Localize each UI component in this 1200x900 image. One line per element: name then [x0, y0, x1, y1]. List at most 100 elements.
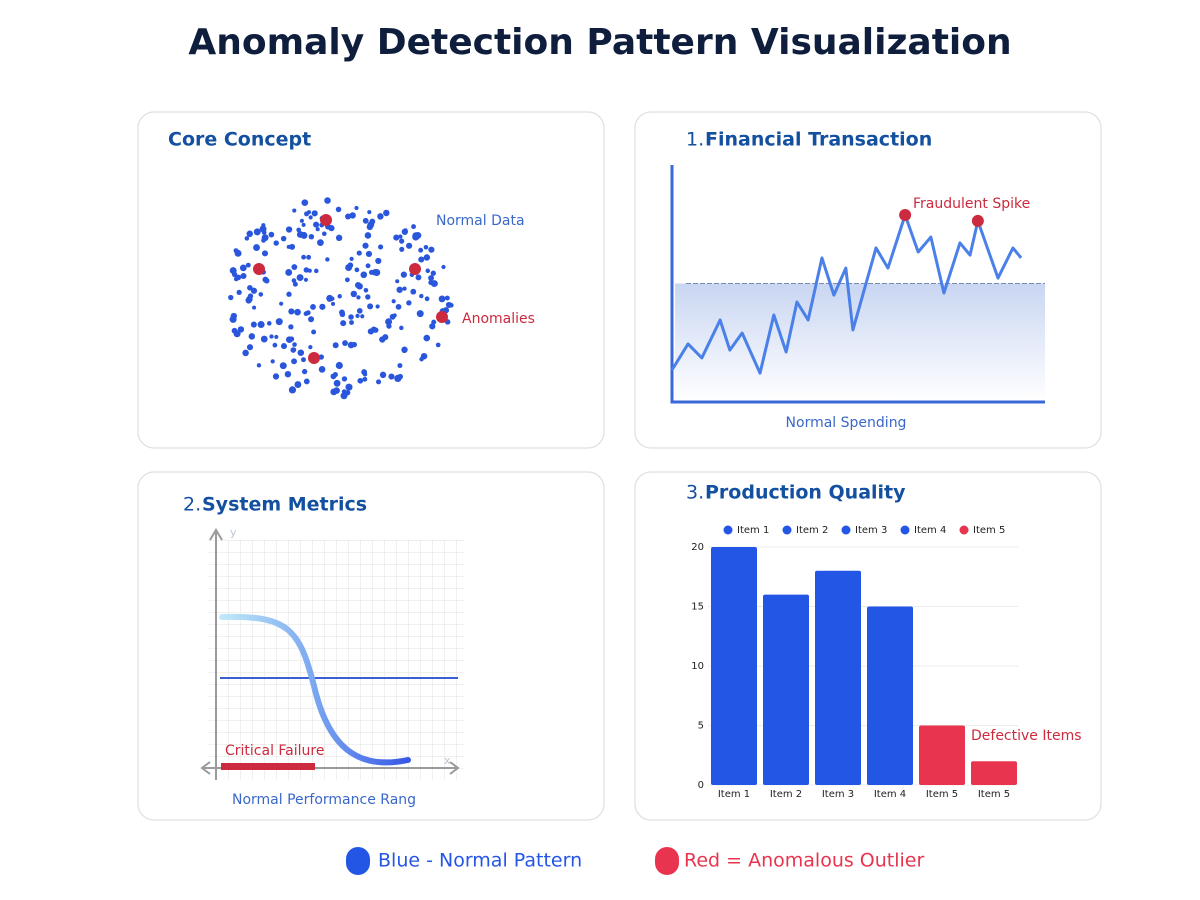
normal-dot — [393, 234, 400, 241]
normal-dot — [335, 234, 343, 242]
normal-dot — [252, 305, 257, 310]
legend-label: Item 2 — [796, 525, 828, 536]
panel-title: System Metrics — [202, 494, 367, 516]
annotation: Defective Items — [971, 728, 1082, 744]
normal-dot — [308, 233, 315, 240]
normal-dot — [318, 354, 325, 360]
y-tick-label: 10 — [691, 661, 704, 672]
spike-marker — [971, 214, 984, 227]
spike-marker — [899, 209, 912, 222]
normal-dot — [362, 217, 369, 224]
normal-dot — [383, 209, 390, 217]
normal-dot — [397, 363, 403, 369]
normal-dot — [311, 329, 317, 335]
normal-dot — [311, 210, 318, 217]
normal-dot — [303, 267, 310, 273]
normal-dot — [331, 301, 336, 306]
normal-dot — [261, 250, 269, 257]
normal-dot — [262, 234, 267, 239]
normal-dot — [385, 318, 393, 326]
normal-dot — [314, 268, 319, 274]
normal-dot — [262, 276, 269, 283]
normal-dot — [423, 254, 431, 261]
legend-marker — [782, 525, 792, 535]
label: Normal Performance Rang — [232, 792, 416, 808]
legend-marker — [346, 847, 370, 875]
bar — [711, 547, 757, 785]
normal-dot — [405, 242, 413, 249]
normal-dot — [365, 263, 371, 269]
normal-dot — [332, 342, 339, 349]
normal-dot — [315, 227, 320, 232]
normal-dot — [435, 342, 441, 348]
normal-dot — [307, 268, 312, 273]
line-chart: Fraudulent Spike Normal Spending — [670, 165, 1045, 431]
normal-dot — [308, 344, 313, 350]
anomaly-dots — [253, 214, 448, 364]
normal-dot — [339, 309, 345, 316]
legend-label: Item 4 — [914, 525, 946, 536]
normal-dot — [288, 324, 294, 330]
normal-dot — [394, 374, 402, 382]
normal-dot — [306, 254, 312, 260]
normal-dot — [444, 295, 450, 301]
normal-dot — [247, 293, 254, 299]
normal-dot — [354, 205, 359, 211]
normal-dot — [229, 315, 237, 323]
legend: Blue - Normal Pattern Red = Anomalous Out… — [346, 847, 924, 875]
normal-dot — [399, 238, 405, 244]
normal-dot — [349, 256, 354, 261]
normal-dot — [308, 215, 313, 220]
panel-title: Financial Transaction — [705, 129, 932, 151]
legend-marker — [841, 525, 851, 535]
panel-title: Production Quality — [705, 482, 906, 504]
normal-dot — [349, 320, 354, 325]
normal-dot — [410, 288, 417, 295]
normal-dot — [398, 234, 403, 239]
normal-dot — [308, 316, 315, 323]
normal-dot — [292, 342, 297, 347]
normal-dot — [372, 268, 378, 275]
normal-dot — [418, 247, 424, 253]
normal-dot — [280, 235, 287, 242]
anomaly-dot — [436, 311, 448, 323]
normal-dot — [391, 299, 396, 304]
normal-dot — [300, 357, 306, 363]
normal-dot — [229, 267, 237, 275]
normal-dot — [272, 373, 280, 380]
normal-dot — [296, 231, 304, 238]
normal-dot — [310, 304, 316, 310]
normal-dot — [388, 373, 395, 380]
legend-label: Item 5 — [973, 525, 1005, 536]
normal-dot — [401, 346, 408, 353]
normal-dot — [301, 222, 306, 227]
normal-dot — [360, 314, 365, 319]
normal-dot — [430, 280, 438, 288]
normal-dot — [428, 246, 435, 253]
normal-dot — [324, 197, 331, 204]
normal-dot — [399, 246, 405, 252]
axes — [670, 165, 1045, 404]
normal-dot — [396, 286, 403, 293]
panel-number: 3. — [686, 482, 704, 504]
normal-dot — [416, 310, 424, 318]
normal-dot — [279, 301, 284, 306]
normal-dot — [357, 377, 364, 384]
normal-dot — [424, 296, 430, 302]
normal-dot — [356, 283, 363, 290]
label: Critical Failure — [225, 743, 324, 759]
normal-dot — [375, 304, 380, 309]
normal-dot — [246, 230, 253, 238]
y-tick-label: 15 — [691, 602, 704, 613]
normal-dot — [233, 248, 239, 254]
normal-dot — [319, 303, 326, 310]
normal-dot — [303, 378, 310, 385]
normal-dot — [369, 218, 376, 225]
normal-dot — [250, 287, 258, 294]
normal-dot — [429, 323, 436, 330]
normal-dot — [285, 269, 293, 276]
normal-dot — [348, 314, 354, 320]
normal-dot — [342, 340, 348, 346]
normal-dot — [288, 336, 295, 342]
bar — [867, 606, 913, 785]
